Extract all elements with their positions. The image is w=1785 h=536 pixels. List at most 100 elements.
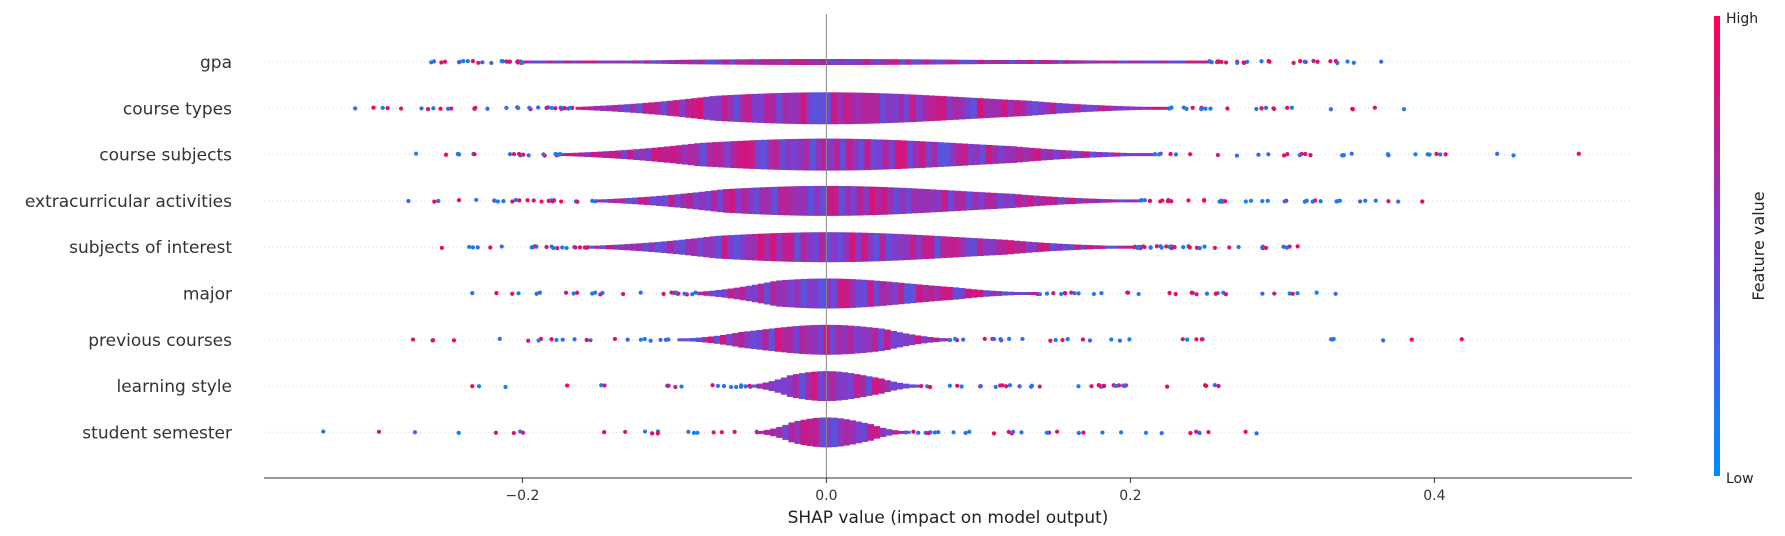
violin-slice (812, 92, 820, 125)
violin-slice (663, 146, 671, 163)
outlier-dot (1100, 430, 1105, 435)
violin-slice (656, 195, 663, 206)
violin-slice (872, 377, 879, 395)
outlier-dot (1285, 105, 1290, 110)
violin-slice (961, 143, 969, 166)
violin-slice (715, 235, 723, 259)
violin-slice (861, 92, 869, 124)
violin-slice (1154, 60, 1162, 64)
violin-slice (674, 194, 682, 208)
feature-label: previous courses (88, 331, 232, 351)
feature-label: subjects of interest (69, 238, 232, 258)
violin-slice (662, 195, 669, 207)
violin-slice (747, 187, 755, 214)
violin-slice (849, 420, 856, 445)
outlier-dot (1443, 152, 1448, 157)
violin-slice (841, 372, 849, 400)
outlier-dot (413, 151, 419, 156)
violin-slice (878, 378, 885, 394)
violin-slice (843, 232, 850, 263)
outlier-dot (1020, 336, 1025, 342)
violin-slice (830, 278, 838, 309)
violin-slice (799, 373, 806, 400)
violin-slice (914, 384, 922, 388)
outlier-dot (599, 383, 604, 388)
violin-slice (624, 244, 631, 251)
violin-slice (897, 234, 905, 261)
outlier-dot (531, 198, 536, 203)
violin-slice (677, 338, 685, 342)
outlier-dot (1054, 429, 1060, 434)
violin-slice (1130, 199, 1138, 203)
violin-slice (735, 59, 742, 65)
outlier-dot (442, 59, 448, 64)
violin-slice (761, 139, 768, 170)
violin-slice (824, 417, 832, 448)
outlier-dot (1076, 384, 1081, 389)
violin-slice (770, 281, 777, 306)
outlier-dot (573, 245, 578, 250)
outlier-dot (436, 198, 441, 204)
violin-slice (587, 245, 595, 249)
outlier-dot (1401, 107, 1407, 112)
colorbar: High Low Feature value (1714, 11, 1768, 487)
violin-slice (984, 192, 992, 210)
outlier-dot (1202, 244, 1207, 249)
outlier-dot (1154, 244, 1159, 249)
violin-slice (703, 291, 710, 296)
violin-slice (1001, 239, 1008, 255)
violin-slice (1010, 146, 1017, 163)
violin-slice (821, 138, 829, 171)
violin-slice (881, 187, 888, 215)
outlier-dot (1495, 151, 1500, 157)
outlier-dot (1227, 245, 1232, 250)
violin-slice (1138, 153, 1145, 157)
outlier-dot (1006, 429, 1011, 434)
violin-slice (818, 92, 826, 125)
violin-slice (1057, 197, 1065, 205)
violin-slice (827, 138, 835, 171)
violin-slice (868, 186, 876, 216)
violin-slice (932, 337, 940, 343)
violin-slice (660, 101, 668, 116)
violin-slice (1025, 292, 1033, 295)
violin-slice (1008, 193, 1016, 209)
outlier-dot (1187, 152, 1193, 157)
outlier-dot (1363, 198, 1368, 203)
outlier-dot (553, 151, 558, 157)
violin-slice (879, 427, 887, 437)
violin-slice (946, 286, 954, 301)
violin-slice (1014, 60, 1022, 64)
violin-slice (751, 233, 759, 261)
outlier-dot (738, 384, 744, 389)
violin-slice (1124, 199, 1131, 203)
violin-slice (758, 430, 765, 434)
violin-slice (729, 188, 736, 214)
outlier-dot (1089, 384, 1094, 389)
outlier-dot (1413, 152, 1418, 157)
violin-slice (1049, 243, 1057, 252)
outlier-dot (1333, 291, 1338, 296)
outlier-dot (1159, 431, 1164, 436)
violin-slice (1043, 102, 1051, 115)
outlier-dot (472, 152, 477, 157)
outlier-dot (1011, 429, 1016, 434)
violin-slice (976, 238, 984, 257)
violin-slice (1081, 60, 1089, 64)
violin-slice (973, 144, 981, 165)
violin-slice (1074, 104, 1081, 113)
outlier-dot (516, 105, 521, 111)
outlier-dot (470, 291, 475, 296)
outlier-dot (1048, 338, 1053, 343)
outlier-dot (1091, 291, 1097, 297)
violin-slice (970, 97, 978, 119)
violin-slice (955, 143, 963, 166)
violin-slice (786, 326, 794, 353)
violin-slice (747, 59, 755, 65)
violin-slice (838, 59, 846, 65)
violin-slice (691, 98, 698, 119)
violin-slice (612, 244, 619, 250)
outlier-dot (693, 290, 698, 295)
violin-slice (721, 235, 729, 259)
